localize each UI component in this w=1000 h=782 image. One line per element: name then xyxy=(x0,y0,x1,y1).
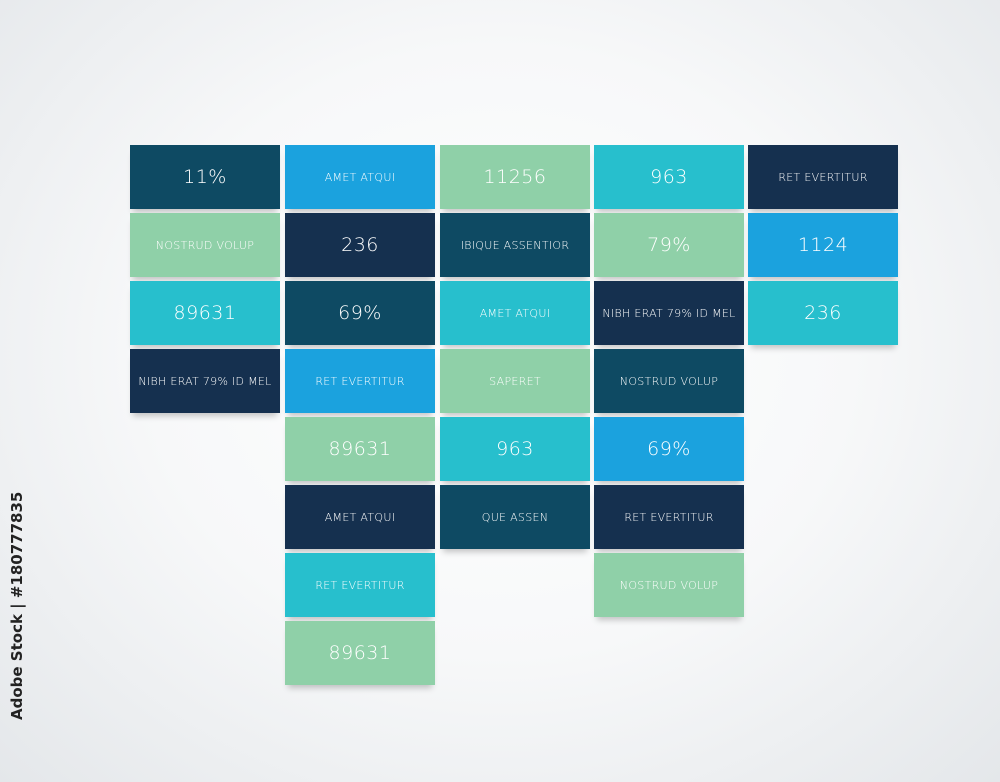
tile: 89631 xyxy=(285,621,435,685)
tile: NOSTRUD VOLUP xyxy=(594,349,744,413)
tile: QUE ASSEN xyxy=(440,485,590,549)
tile: IBIQUE ASSENTIOR xyxy=(440,213,590,277)
tile: 79% xyxy=(594,213,744,277)
tile: 11256 xyxy=(440,145,590,209)
tile: 89631 xyxy=(285,417,435,481)
tile: RET EVERTITUR xyxy=(594,485,744,549)
tile: AMET ATQUI xyxy=(285,485,435,549)
tile: 69% xyxy=(285,281,435,345)
tile: 89631 xyxy=(130,281,280,345)
tile: AMET ATQUI xyxy=(440,281,590,345)
tile: RET EVERTITUR xyxy=(748,145,898,209)
tile: 963 xyxy=(440,417,590,481)
tile: RET EVERTITUR xyxy=(285,553,435,617)
tile: 69% xyxy=(594,417,744,481)
tile: 236 xyxy=(748,281,898,345)
tile: SAPERET xyxy=(440,349,590,413)
tile: 236 xyxy=(285,213,435,277)
tile: NIBH ERAT 79% ID MEL xyxy=(130,349,280,413)
watermark: Adobe Stock | #180777835 xyxy=(8,491,26,720)
tile: 963 xyxy=(594,145,744,209)
tile: AMET ATQUI xyxy=(285,145,435,209)
tile: NOSTRUD VOLUP xyxy=(594,553,744,617)
tile: NIBH ERAT 79% ID MEL xyxy=(594,281,744,345)
tile: NOSTRUD VOLUP xyxy=(130,213,280,277)
tile: 11% xyxy=(130,145,280,209)
tile: RET EVERTITUR xyxy=(285,349,435,413)
tile: 1124 xyxy=(748,213,898,277)
